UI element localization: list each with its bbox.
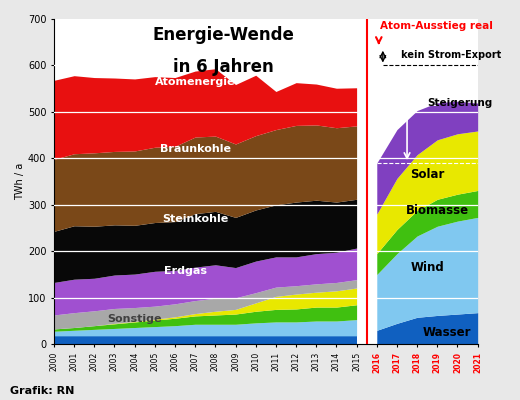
Text: Effizienz-: Effizienz- <box>387 98 441 108</box>
Text: Atomenergie: Atomenergie <box>155 77 236 87</box>
Text: Steigerung: Steigerung <box>427 98 492 108</box>
Text: in 6 Jahren: in 6 Jahren <box>173 58 274 76</box>
Text: Erdgas: Erdgas <box>164 266 206 276</box>
Text: Solar: Solar <box>410 168 445 181</box>
Text: Biomasse: Biomasse <box>406 204 469 217</box>
Text: Grafik: RN: Grafik: RN <box>10 386 75 396</box>
Y-axis label: TWh / a: TWh / a <box>15 163 25 200</box>
Text: Braunkohle: Braunkohle <box>160 144 231 154</box>
Text: Steinkohle: Steinkohle <box>162 214 228 224</box>
Text: Energie-Wende: Energie-Wende <box>152 26 294 44</box>
Text: Wind: Wind <box>410 261 444 274</box>
Text: Sonstige: Sonstige <box>108 314 162 324</box>
Text: Atom-Ausstieg real: Atom-Ausstieg real <box>380 21 492 31</box>
Text: Wasser: Wasser <box>423 326 472 339</box>
Text: kein Strom-Export: kein Strom-Export <box>401 50 501 60</box>
